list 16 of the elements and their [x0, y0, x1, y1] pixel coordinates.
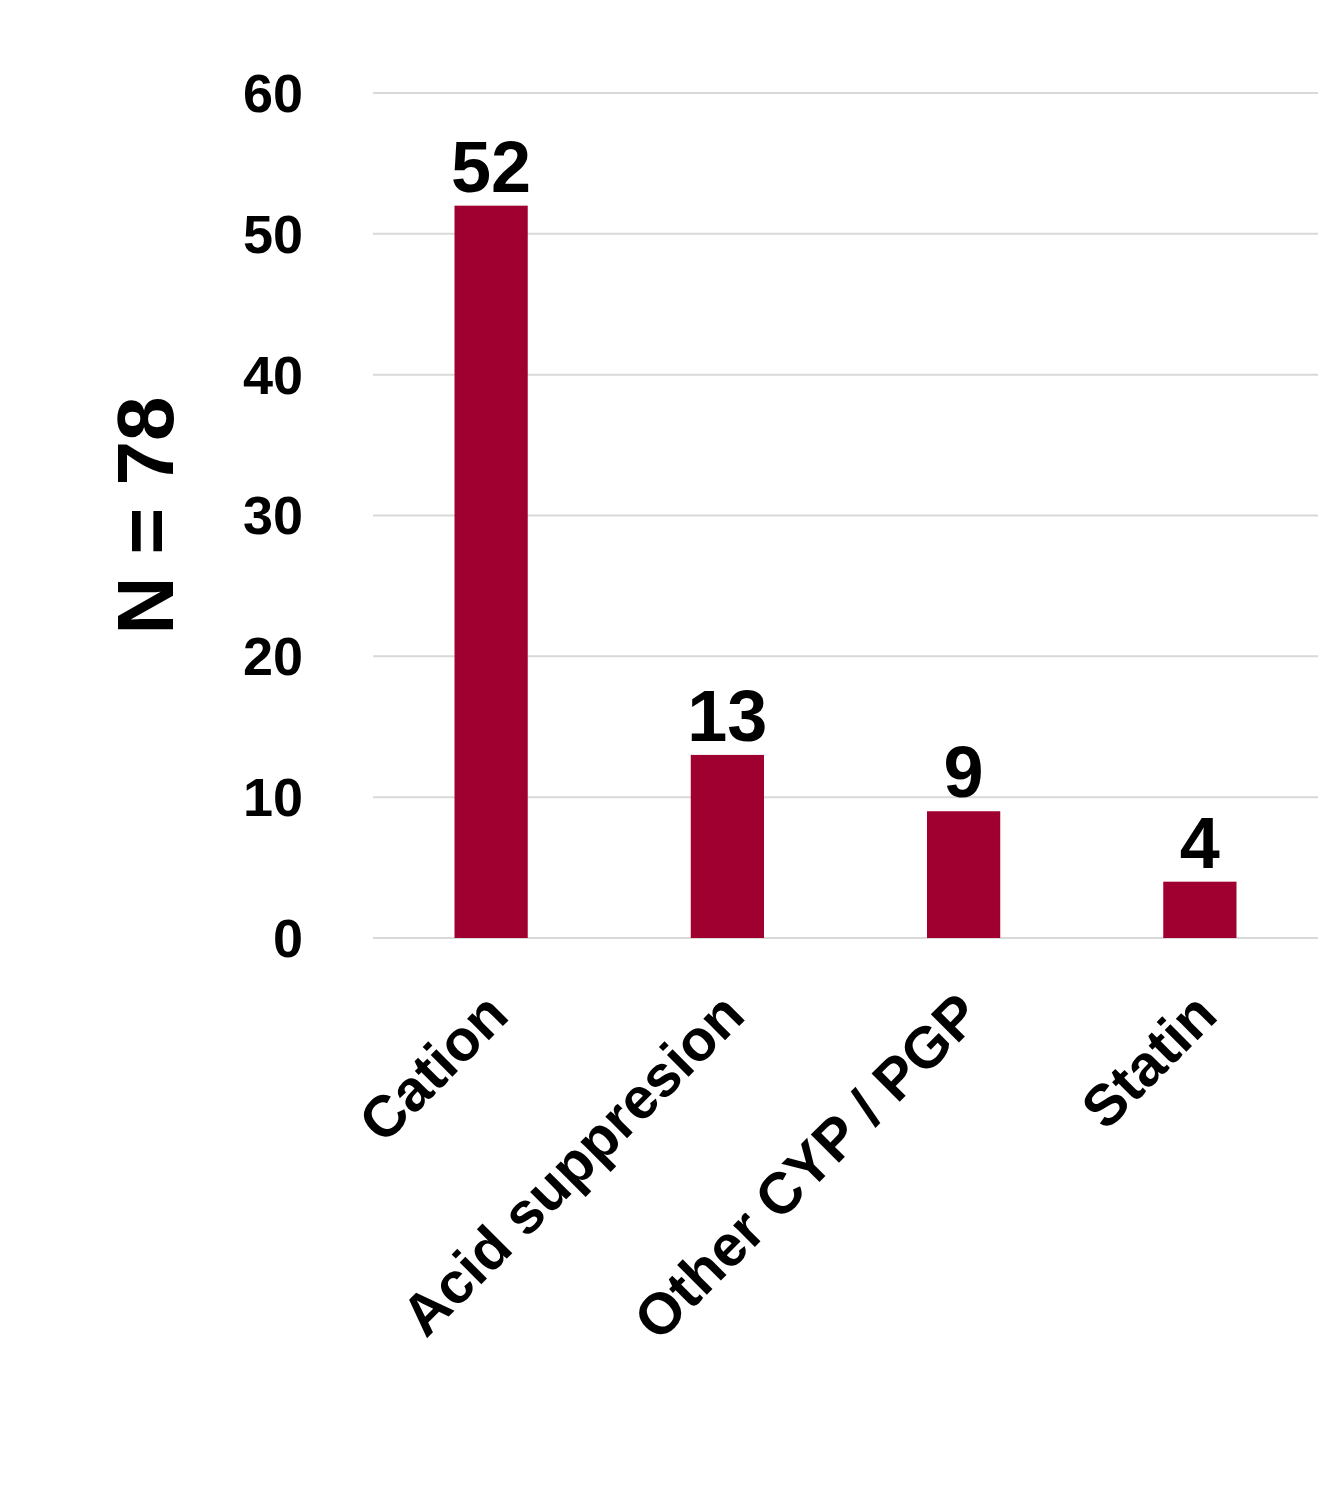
- y-tick-label: 50: [242, 203, 303, 264]
- y-tick-label: 10: [242, 767, 303, 828]
- y-tick-label: 30: [242, 485, 303, 546]
- bar: [454, 205, 528, 938]
- y-tick-label: 0: [272, 907, 303, 968]
- y-tick-label: 40: [242, 344, 303, 405]
- bar: [690, 754, 764, 938]
- y-tick-label: 60: [242, 62, 303, 123]
- y-tick-label: 20: [242, 626, 303, 687]
- data-label: 52: [451, 126, 532, 207]
- bar: [1163, 881, 1237, 938]
- data-label: 9: [943, 732, 984, 813]
- y-axis-title: N = 78: [101, 396, 190, 635]
- data-label: 4: [1179, 802, 1220, 883]
- bar: [927, 811, 1001, 938]
- data-label: 13: [687, 675, 768, 756]
